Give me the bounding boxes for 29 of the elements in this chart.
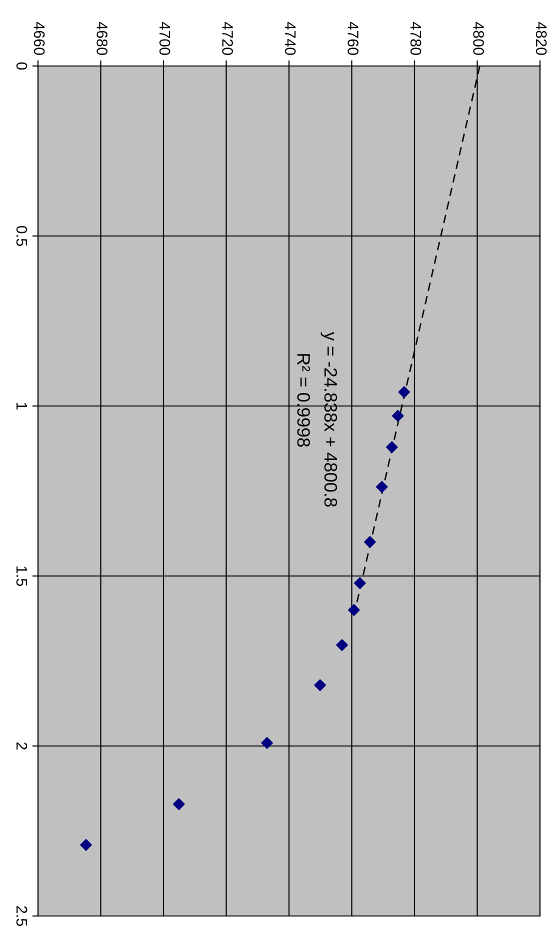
annotation: y = -24.838x + 4800.8 (320, 332, 338, 507)
x-tick-label: 4760 (348, 22, 358, 55)
x-tick-label: 4820 (536, 22, 547, 55)
x-tick-label: 4720 (222, 22, 233, 55)
annotation: R² = 0.9998 (297, 354, 310, 447)
y-tick-label: 0.5 (16, 226, 28, 246)
x-tick-label: 4800 (473, 22, 484, 55)
x-tick-label: 4780 (410, 22, 422, 55)
point (80, 839, 92, 851)
point (261, 737, 273, 749)
point (336, 639, 348, 651)
x-tick-label: 4700 (159, 22, 170, 55)
y-tick-label: 0 (16, 62, 28, 70)
point (392, 410, 404, 422)
point (172, 798, 185, 810)
point (376, 481, 388, 493)
point (364, 536, 376, 548)
y-tick-label: 2.5 (16, 906, 28, 926)
y-tick-label: 2 (16, 742, 28, 750)
x-tick-label: 4660 (34, 22, 45, 55)
y-tick-label: 1 (16, 402, 28, 410)
point (348, 604, 360, 616)
point (314, 679, 326, 692)
point (398, 386, 410, 398)
y-tick-label: 1.5 (16, 566, 28, 586)
x-tick-label: 4680 (96, 22, 108, 55)
point (354, 577, 366, 590)
x-tick-label: 4740 (284, 22, 296, 55)
point (386, 441, 398, 454)
